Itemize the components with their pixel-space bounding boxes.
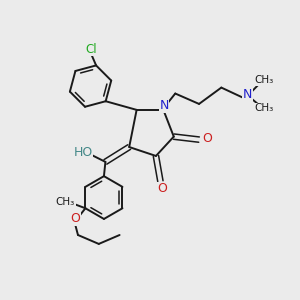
Text: N: N [159, 99, 169, 112]
Text: CH₃: CH₃ [56, 197, 75, 207]
Text: CH₃: CH₃ [255, 75, 274, 85]
Text: O: O [70, 212, 80, 225]
Text: O: O [157, 182, 167, 195]
Text: CH₃: CH₃ [255, 103, 274, 113]
Text: O: O [202, 132, 212, 145]
Text: Cl: Cl [85, 43, 97, 56]
Text: N: N [242, 88, 252, 101]
Text: HO: HO [74, 146, 93, 160]
